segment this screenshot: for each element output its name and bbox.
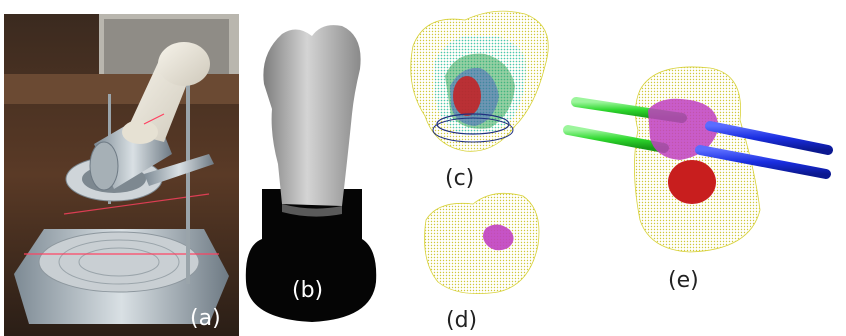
tumor-mesh-render [424,192,540,294]
panel-d-mesh: (d) [418,190,548,336]
panel-e-pins: (e) [560,60,846,310]
pin-placement-render [563,66,833,253]
panel-label-b: (b) [292,278,324,303]
panel-label-c: (c) [445,166,475,191]
panel-b-model: (b) [242,14,382,336]
panel-c-mesh: (c) [395,6,565,196]
positioning-device-photo [4,14,239,336]
panel-label-d: (d) [446,308,478,333]
panel-a-photo: (a) [4,14,239,336]
bone-model-render [242,14,382,336]
panel-label-e: (e) [668,268,699,293]
layered-mesh-render [410,10,549,152]
panel-label-a: (a) [190,306,221,331]
